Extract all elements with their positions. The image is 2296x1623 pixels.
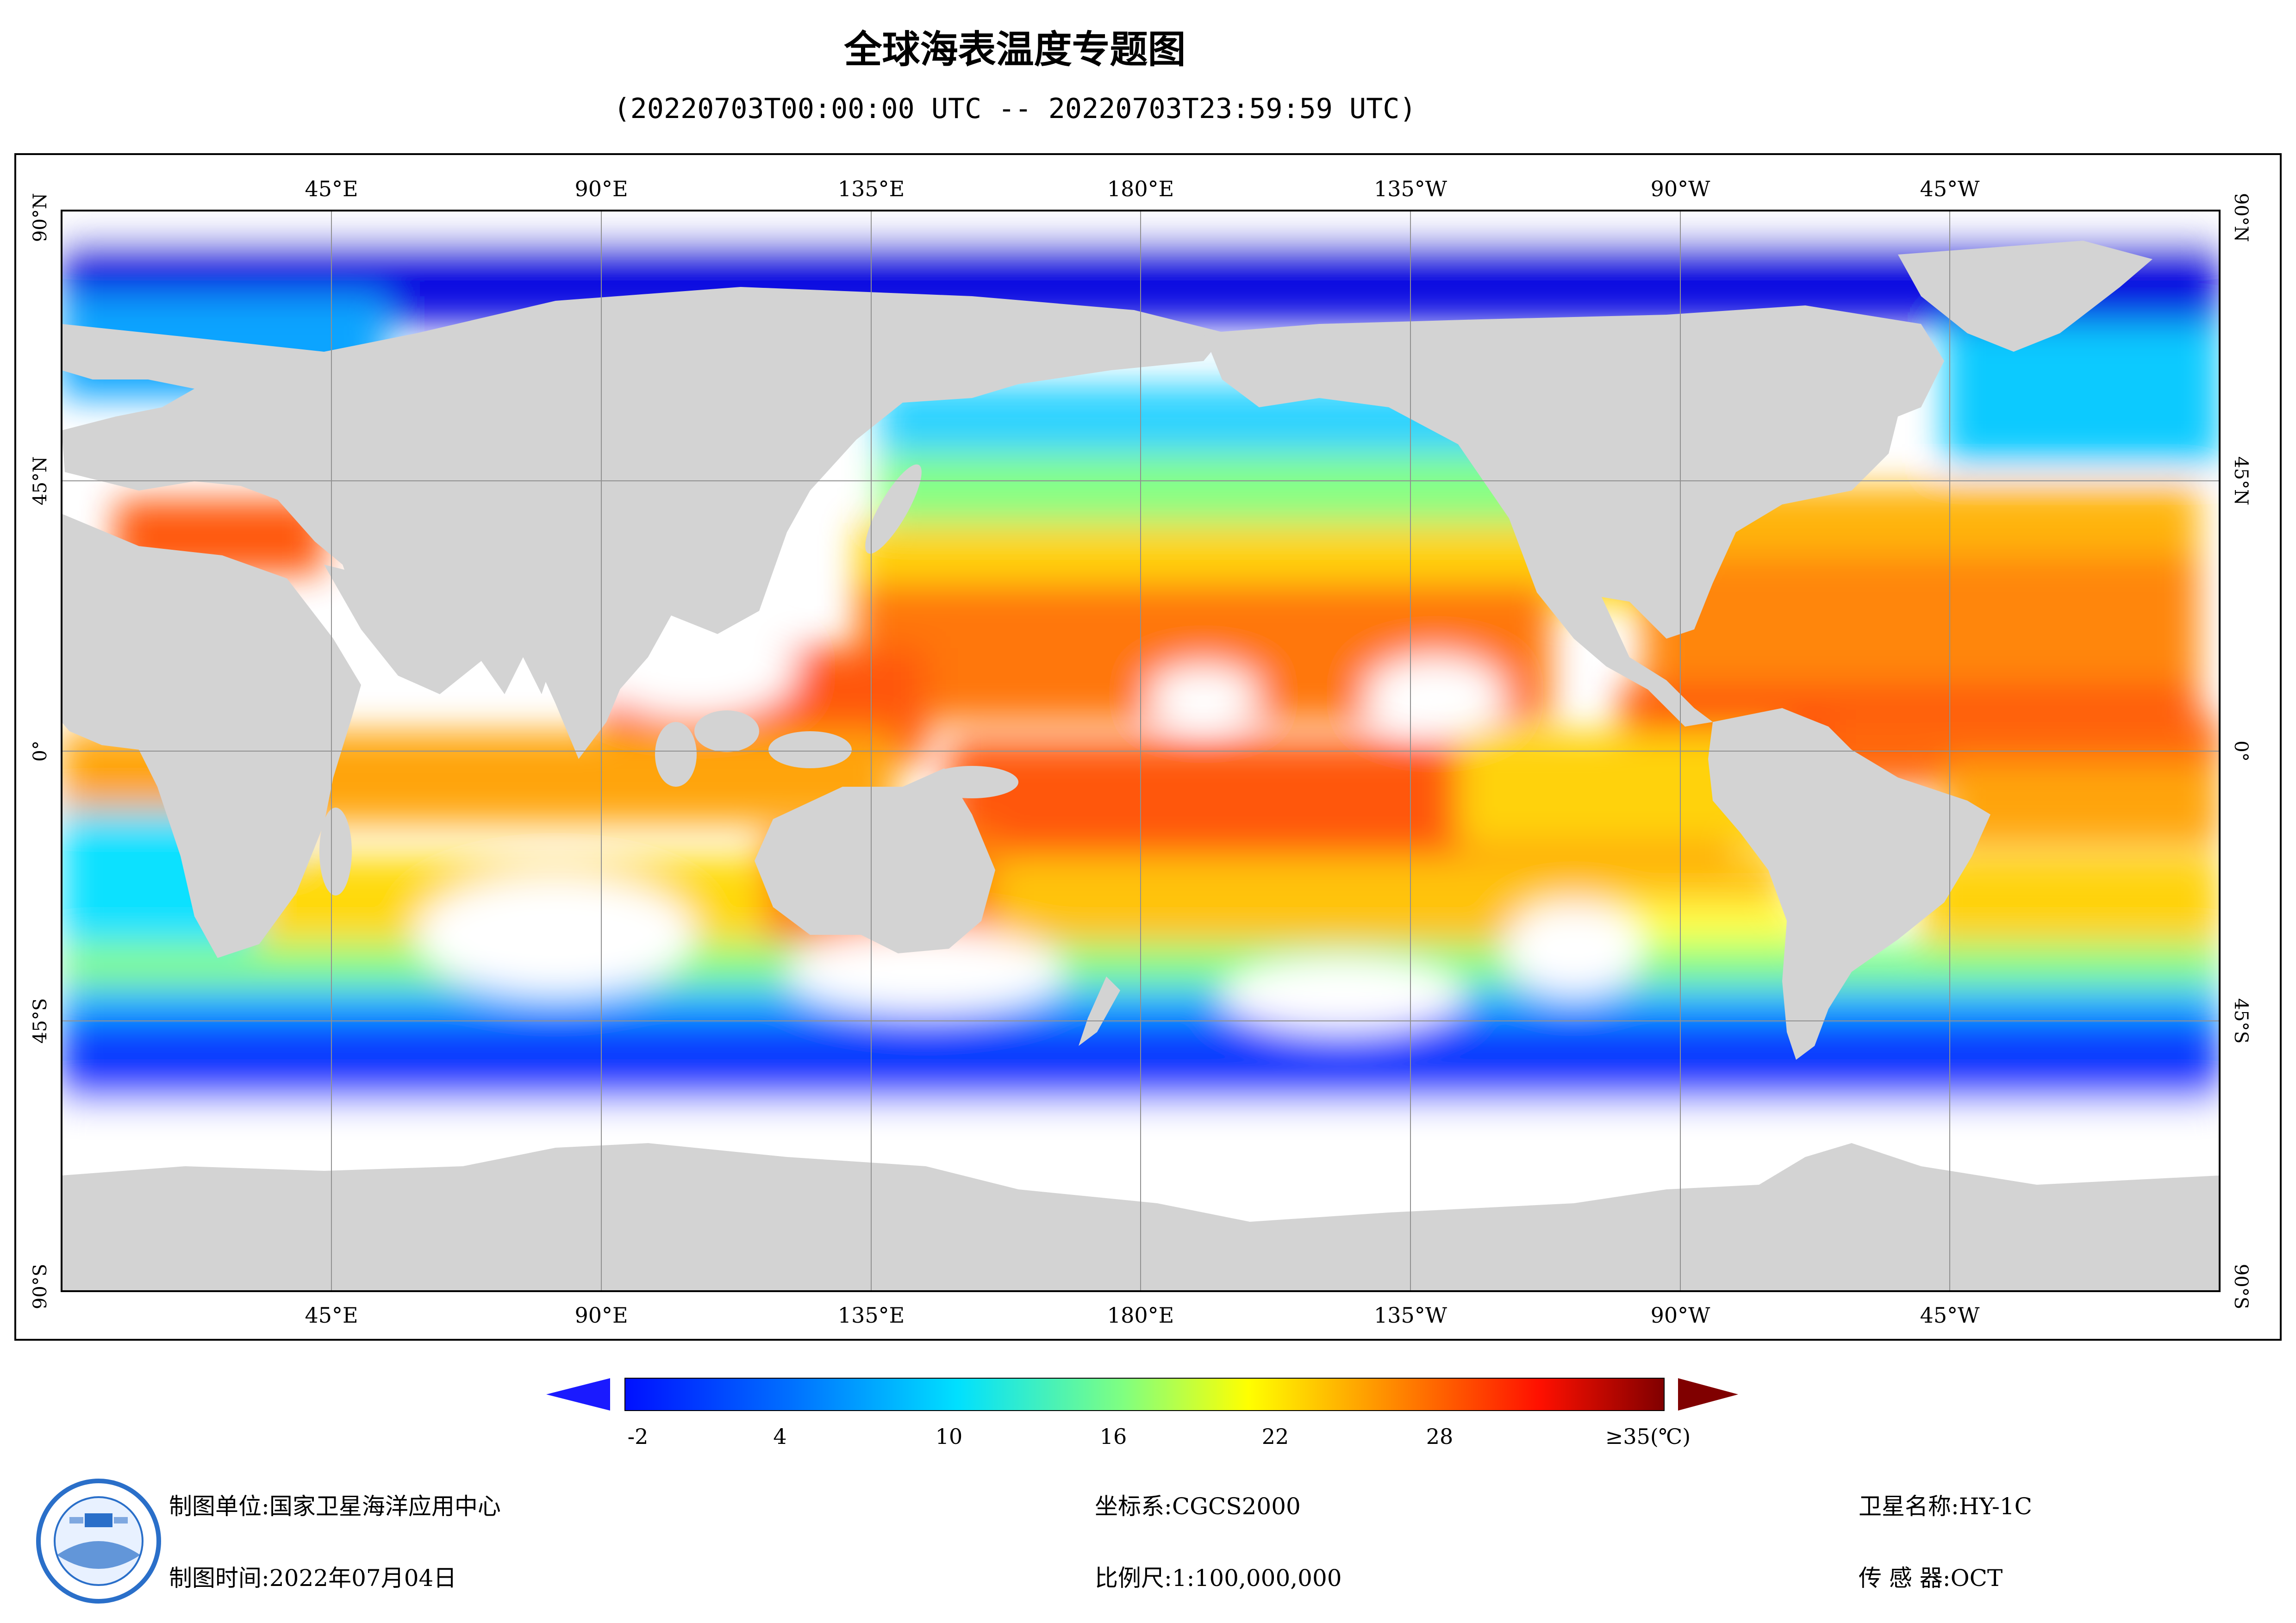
satellite-value: HY-1C <box>1959 1493 2032 1520</box>
satellite-info: 卫星名称:HY-1C <box>1859 1488 2032 1521</box>
colorbar-tick-label: 10 <box>936 1424 963 1449</box>
crs-info: 坐标系:CGCS2000 <box>1095 1488 1301 1521</box>
lat-label-right: 0° <box>2230 740 2252 761</box>
lat-label-left: 90°N <box>30 193 51 242</box>
graticule <box>62 211 2220 1291</box>
left-lat-labels: 90°N 45°N 0° 45°S 90°S <box>30 193 51 1309</box>
colorbar-tick-label: 4 <box>773 1424 786 1449</box>
map-title: 全球海表温度专题图 <box>844 28 1186 72</box>
lat-label-right: 90°S <box>2230 1264 2252 1309</box>
sensor-label: 传 感 器: <box>1859 1565 1951 1592</box>
lon-label-top: 135°W <box>1374 176 1447 201</box>
lat-label-right: 45°S <box>2230 998 2252 1044</box>
date-value: 2022年07月04日 <box>269 1565 457 1592</box>
top-lon-labels: 45°E 90°E 135°E 180°E 135°W 90°W 45°W <box>305 176 1980 201</box>
colorbar-under-arrow <box>546 1378 610 1411</box>
crs-value: CGCS2000 <box>1172 1493 1301 1520</box>
lon-label-bottom: 90°E <box>574 1303 628 1328</box>
lat-label-right: 45°N <box>2230 456 2252 505</box>
lon-label-bottom: 45°E <box>305 1303 358 1328</box>
nsoas-logo <box>36 1479 161 1604</box>
lon-label-bottom: 45°W <box>1920 1303 1980 1328</box>
lon-label-bottom: 90°W <box>1651 1303 1711 1328</box>
lon-label-bottom: 180°E <box>1107 1303 1174 1328</box>
right-lat-labels: 90°N 45°N 0° 45°S 90°S <box>2230 193 2252 1309</box>
date-label: 制图时间: <box>169 1565 269 1592</box>
colorbar-tick-label: ≥35(℃) <box>1605 1424 1691 1449</box>
lon-label-top: 45°W <box>1920 176 1980 201</box>
colorbar-tick-label: -2 <box>628 1424 649 1449</box>
date-info: 制图时间:2022年07月04日 <box>169 1560 456 1593</box>
colorbar-tick-label: 16 <box>1100 1424 1127 1449</box>
colorbar-over-arrow <box>1678 1378 1738 1411</box>
lon-label-top: 45°E <box>305 176 358 201</box>
bottom-lon-labels: 45°E 90°E 135°E 180°E 135°W 90°W 45°W <box>305 1303 1980 1328</box>
scale-label: 比例尺: <box>1095 1565 1172 1592</box>
scale-info: 比例尺:1:100,000,000 <box>1095 1560 1342 1593</box>
sensor-info: 传 感 器:OCT <box>1859 1560 2003 1593</box>
lat-label-left: 90°S <box>30 1264 51 1309</box>
crs-label: 坐标系: <box>1095 1493 1172 1520</box>
map-border <box>61 210 2221 1292</box>
lat-label-left: 45°N <box>30 456 51 505</box>
sensor-value: OCT <box>1950 1565 2003 1592</box>
scale-value: 1:100,000,000 <box>1172 1565 1342 1592</box>
map-subtitle: (20220703T00:00:00 UTC -- 20220703T23:59… <box>613 93 1416 125</box>
producer-label: 制图单位: <box>169 1493 269 1520</box>
lon-label-top: 90°E <box>574 176 628 201</box>
colorbar-tick-label: 22 <box>1262 1424 1289 1449</box>
colorbar: -2 4 10 16 22 28 ≥35(℃) <box>546 1378 1738 1449</box>
producer-value: 国家卫星海洋应用中心 <box>269 1493 501 1520</box>
lon-label-top: 90°W <box>1651 176 1711 201</box>
lat-label-left: 45°S <box>30 998 51 1044</box>
lon-label-top: 135°E <box>838 176 905 201</box>
lon-label-bottom: 135°W <box>1374 1303 1447 1328</box>
lon-label-top: 180°E <box>1107 176 1174 201</box>
colorbar-tick-label: 28 <box>1426 1424 1454 1449</box>
producer-info: 制图单位:国家卫星海洋应用中心 <box>169 1488 501 1521</box>
lat-label-right: 90°N <box>2230 193 2252 242</box>
lon-label-bottom: 135°E <box>838 1303 905 1328</box>
lat-label-left: 0° <box>30 740 51 761</box>
map-frame <box>14 153 2282 1341</box>
colorbar-gradient <box>624 1378 1665 1411</box>
satellite-label: 卫星名称: <box>1859 1493 1959 1520</box>
